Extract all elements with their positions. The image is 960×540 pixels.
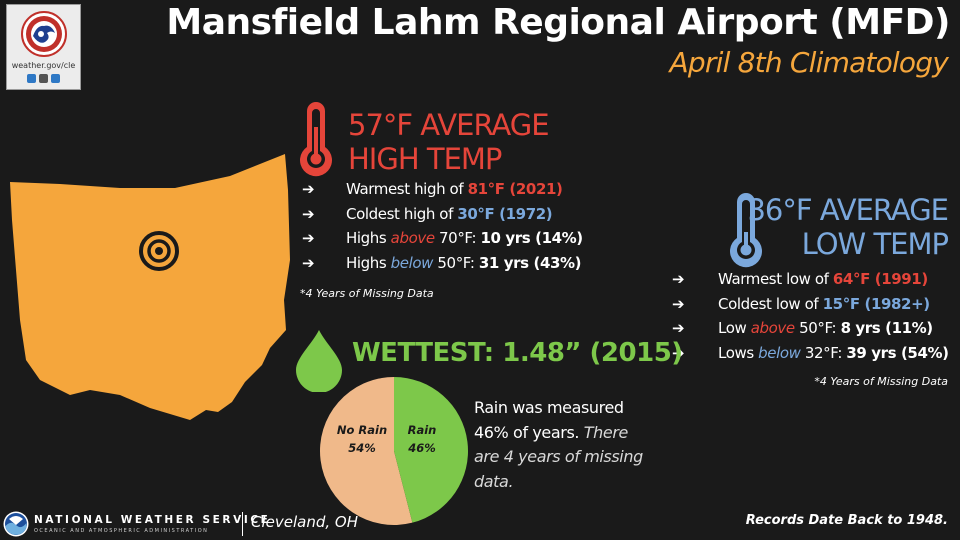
thermometer-cold-icon: [730, 193, 762, 268]
stat-label: 70°F:: [434, 229, 481, 247]
nws-org-name: NATIONAL WEATHER SERVICE: [34, 514, 271, 526]
pie-slice-rain: [394, 377, 469, 523]
stat-value: 81°F (2021): [467, 180, 563, 198]
high-temp-heading-line1: 57°F AVERAGE: [348, 108, 550, 142]
list-item: ➔ Low above 50°F: 8 yrs (11%): [672, 316, 949, 341]
stat-value: 15°F (1982+): [822, 294, 930, 313]
nws-logo-badge: weather.gov/cle: [6, 4, 81, 90]
arrow-right-icon: ➔: [672, 270, 685, 288]
rain-text-plain: Rain was measured 46% of years.: [474, 398, 624, 442]
page-title: Mansfield Lahm Regional Airport (MFD): [166, 2, 950, 43]
stat-emphasis: above: [750, 319, 795, 337]
list-item: ➔ Warmest low of 64°F (1991): [672, 267, 949, 292]
twitter-icon[interactable]: [27, 74, 36, 83]
noaa-logo-icon: [3, 511, 29, 537]
pie-label-no-rain: No Rain 54%: [330, 421, 394, 457]
list-item: ➔ Warmest high of 81°F (2021): [302, 177, 583, 202]
stat-label: 50°F:: [433, 253, 479, 272]
office-location: Cleveland, OH: [251, 513, 358, 531]
footer-divider: [242, 512, 243, 536]
stat-emphasis: below: [758, 343, 801, 362]
low-temp-note: *4 Years of Missing Data: [814, 375, 948, 388]
page-subtitle: April 8th Climatology: [669, 46, 949, 79]
raindrop-icon: [296, 330, 342, 392]
thermometer-hot-icon: [300, 102, 332, 177]
list-item: ➔ Coldest high of 30°F (1972): [302, 202, 583, 227]
stat-value: 30°F (1972): [457, 204, 553, 223]
list-item: ➔ Highs above 70°F: 10 yrs (14%): [302, 226, 583, 251]
stat-value: 31 yrs (43%): [478, 253, 582, 272]
rain-text-italic: There are 4 years of missing data.: [474, 422, 643, 491]
high-temp-note: *4 Years of Missing Data: [300, 287, 434, 300]
pie-label-rain-name: Rain: [407, 423, 437, 437]
high-temp-heading-line2: HIGH TEMP: [348, 142, 502, 176]
nws-logo-icon: [21, 11, 67, 57]
wettest-heading: WETTEST: 1.48” (2015): [352, 338, 683, 368]
pie-label-rain: Rain 46%: [400, 421, 444, 457]
arrow-right-icon: ➔: [302, 253, 315, 272]
arrow-right-icon: ➔: [672, 319, 685, 337]
stat-label: Warmest high of: [346, 180, 468, 198]
nws-org-subtitle: OCEANIC AND ATMOSPHERIC ADMINISTRATION: [34, 528, 209, 534]
low-temp-stats: ➔ Warmest low of 64°F (1991) ➔ Coldest low…: [672, 267, 949, 365]
stat-label: Highs: [346, 253, 391, 272]
facebook-icon[interactable]: [51, 74, 60, 83]
pie-label-no-rain-name: No Rain: [336, 423, 388, 437]
arrow-right-icon: ➔: [672, 343, 685, 362]
arrow-right-icon: ➔: [302, 180, 315, 198]
stat-emphasis: above: [390, 229, 435, 247]
pie-label-no-rain-pct: 54%: [348, 441, 376, 455]
stat-label: Low: [718, 319, 751, 337]
pie-slice-no-rain: [320, 377, 413, 525]
stat-label: Coldest high of: [346, 204, 458, 223]
list-item: ➔ Coldest low of 15°F (1982+): [672, 292, 949, 317]
stat-value: 39 yrs (54%): [846, 343, 949, 362]
stat-label: Coldest low of: [718, 294, 823, 313]
low-temp-heading-line1: 36°F AVERAGE: [747, 193, 949, 227]
stat-label: 32°F:: [800, 343, 847, 362]
social-icons: [7, 74, 80, 83]
list-item: ➔ Lows below 32°F: 39 yrs (54%): [672, 341, 949, 366]
stat-label: Warmest low of: [718, 270, 833, 288]
list-item: ➔ Highs below 50°F: 31 yrs (43%): [302, 251, 583, 276]
low-temp-heading: 36°F AVERAGE LOW TEMP: [747, 193, 949, 261]
pie-label-rain-pct: 46%: [408, 441, 436, 455]
arrow-right-icon: ➔: [302, 204, 315, 223]
target-location-icon: [139, 231, 179, 271]
ohio-state-map-icon: [10, 154, 290, 420]
stat-label: Lows: [718, 343, 759, 362]
stat-value: 8 yrs (11%): [840, 319, 934, 337]
instagram-icon[interactable]: [39, 74, 48, 83]
arrow-right-icon: ➔: [672, 294, 685, 313]
records-note: Records Date Back to 1948.: [745, 513, 948, 528]
low-temp-heading-line2: LOW TEMP: [801, 227, 949, 261]
rain-description: Rain was measured 46% of years. There ar…: [474, 396, 644, 494]
rain-pie-chart: [320, 377, 469, 525]
website-url[interactable]: weather.gov/cle: [11, 61, 76, 70]
stat-label: 50°F:: [794, 319, 841, 337]
stat-value: 64°F (1991): [832, 270, 928, 288]
stat-value: 10 yrs (14%): [480, 229, 584, 247]
high-temp-heading: 57°F AVERAGE HIGH TEMP: [348, 108, 550, 176]
stat-label: Highs: [346, 229, 391, 247]
stat-emphasis: below: [390, 253, 434, 272]
arrow-right-icon: ➔: [302, 229, 315, 247]
high-temp-stats: ➔ Warmest high of 81°F (2021) ➔ Coldest hi…: [302, 177, 583, 275]
